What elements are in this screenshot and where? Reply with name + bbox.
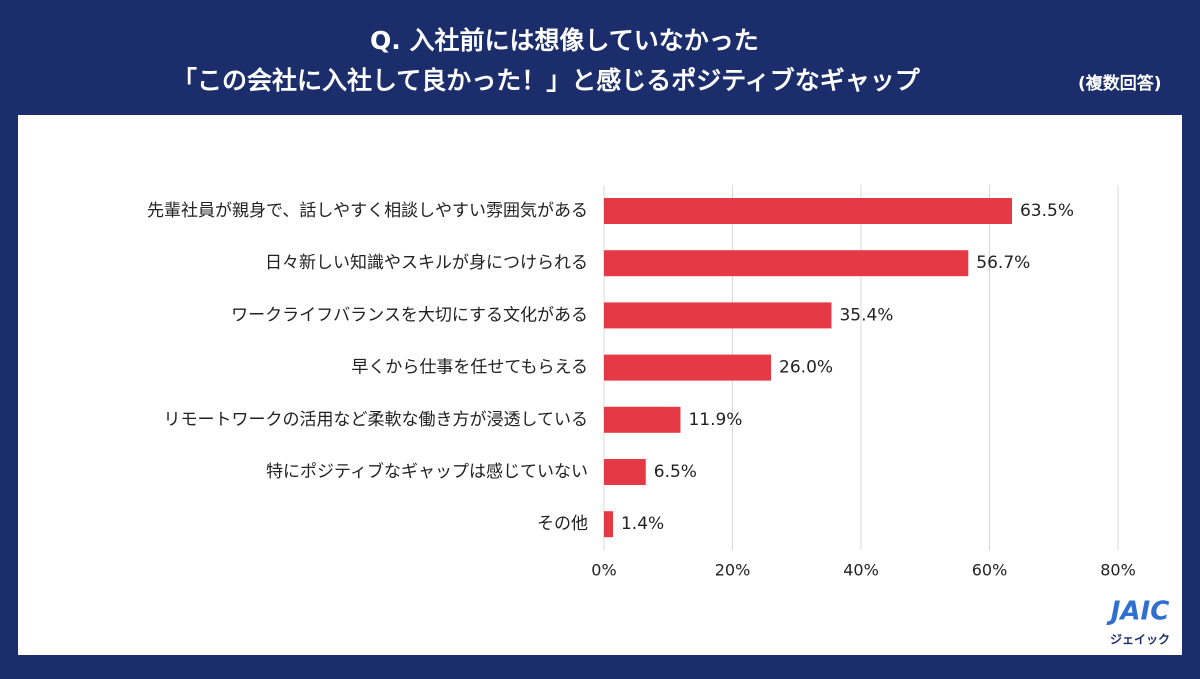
x-tick-label: 0% [591,561,616,580]
x-tick-label: 40% [843,561,879,580]
bar [604,406,681,433]
y-tick-label: 早くから仕事を任せてもらえる [351,358,588,378]
bar [604,354,772,381]
x-tick-label: 60% [972,561,1008,580]
x-tick-label: 20% [715,561,751,580]
logo: JAIC [1106,597,1170,627]
value-label: 1.4% [621,514,664,534]
logo-sub: ジェイック [1110,633,1170,647]
x-tick-label: 80% [1100,561,1136,580]
y-tick-label: リモートワークの活用など柔軟な働き方が浸透している [164,410,589,430]
bar [604,459,646,485]
value-label: 63.5% [1020,201,1074,221]
value-label: 6.5% [654,462,697,482]
y-tick-label: 日々新しい知識やスキルが身につけられる [265,253,588,273]
chart-subtitle: (複数回答) [1078,73,1162,94]
bar [604,302,832,329]
chart-title: 「この会社に入社して良かった！」と感じるポジティブなギャップ [172,66,921,95]
bar [604,198,1012,224]
y-tick-label: 特にポジティブなギャップは感じていない [266,461,588,482]
value-label: 11.9% [688,410,742,430]
chart-title: Q. 入社前には想像していなかった [370,26,759,55]
bar [604,250,969,277]
value-label: 26.0% [779,358,833,378]
value-label: 56.7% [976,253,1030,273]
value-label: 35.4% [839,305,893,325]
y-tick-label: その他 [537,514,588,534]
y-tick-label: 先輩社員が親身で、話しやすく相談しやすい雰囲気がある [147,201,588,221]
y-tick-label: ワークライフバランスを大切にする文化がある [231,305,588,325]
bar [604,511,613,538]
